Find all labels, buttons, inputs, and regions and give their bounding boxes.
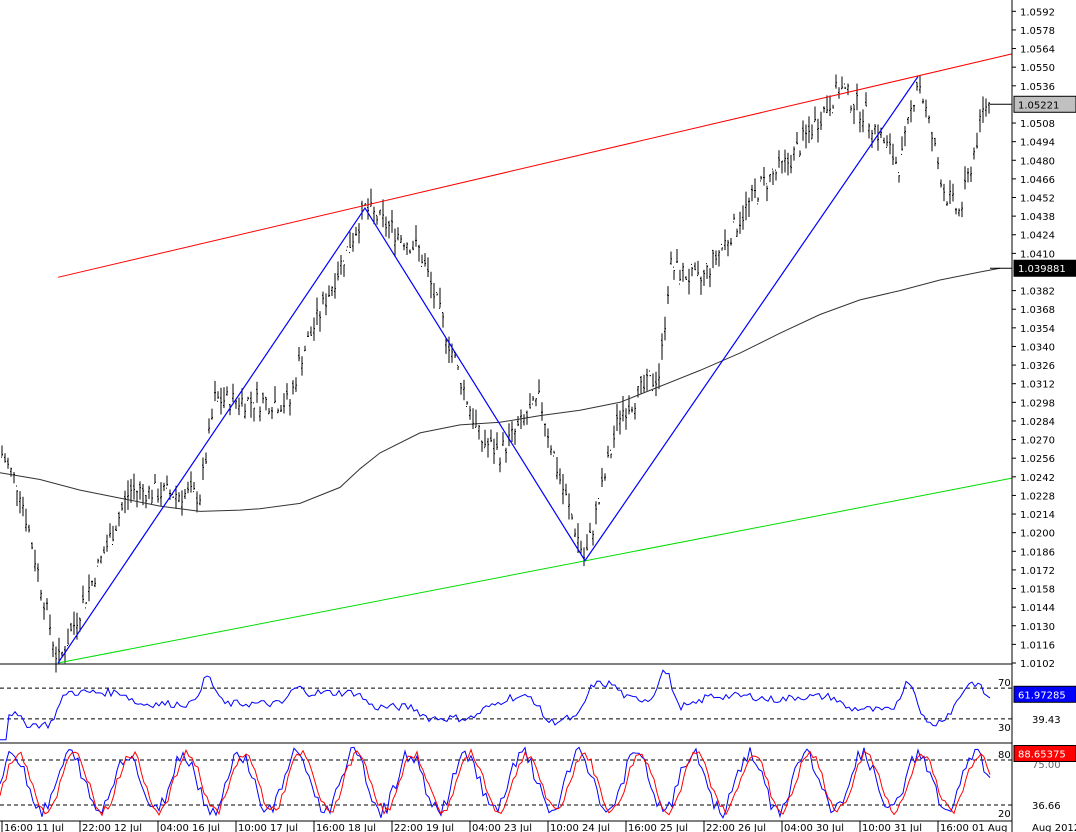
ma-value-label: 1.039881 — [1018, 264, 1066, 275]
price-tick-label: 1.0564 — [1020, 45, 1055, 56]
price-tick-label: 1.0200 — [1020, 529, 1055, 540]
level-label: 70 — [998, 678, 1011, 689]
stochastic-panel: 80 20 75.00 36.66 88.65375 — [0, 745, 1076, 820]
current-value-label: 61.97285 — [1018, 690, 1066, 701]
price-tick-label: 1.0466 — [1020, 175, 1055, 186]
time-tick-label: 16:00 18 Jul — [316, 823, 376, 832]
level-label: 30 — [998, 723, 1011, 734]
current-value-box — [1013, 685, 1076, 703]
current-value-box — [1013, 745, 1076, 763]
time-tick-label: 10:00 24 Jul — [550, 823, 610, 832]
time-tick-label: 10:00 17 Jul — [238, 823, 298, 832]
current-price-label-box — [1013, 95, 1076, 113]
price-tick-label: 1.0438 — [1020, 212, 1055, 223]
price-tick-label: 1.0158 — [1020, 585, 1055, 596]
price-tick-label: 1.0536 — [1020, 82, 1055, 93]
stochastic-d-line — [0, 748, 991, 817]
price-tick-label: 1.0270 — [1020, 436, 1055, 447]
price-tick-label: 1.0228 — [1020, 491, 1055, 502]
price-tick-label: 1.0354 — [1020, 324, 1055, 335]
time-tick-label: 22:00 12 Jul — [82, 823, 142, 832]
time-tick-label: 22:00 26 Jul — [706, 823, 766, 832]
time-tick-label: 04:00 23 Jul — [472, 823, 532, 832]
price-tick-label: 1.0172 — [1020, 566, 1055, 577]
price-tick-label: 1.0368 — [1020, 305, 1055, 316]
price-tick-label: 1.0298 — [1020, 398, 1055, 409]
price-tick-label: 1.0480 — [1020, 156, 1055, 167]
moving-average-line — [0, 267, 1001, 512]
time-tick-label: 04:00 30 Jul — [784, 823, 844, 832]
time-tick-label: 04:00 16 Jul — [160, 823, 220, 832]
price-tick-label: 1.0144 — [1020, 603, 1055, 614]
price-tick-label: 1.0256 — [1020, 454, 1055, 465]
price-tick-label: 1.0284 — [1020, 417, 1055, 428]
lower-channel-line — [57, 477, 1013, 664]
price-tick-label: 1.0410 — [1020, 249, 1055, 260]
price-tick-label: 1.0508 — [1020, 119, 1055, 130]
side-value: 36.66 — [1032, 801, 1061, 812]
current-value-label: 88.65375 — [1018, 750, 1066, 761]
time-tick-label: 10:00 31 Jul — [862, 823, 922, 832]
price-tick-label: 1.0424 — [1020, 231, 1055, 242]
side-value: 75.00 — [1032, 760, 1061, 771]
price-tick-label: 1.0214 — [1020, 510, 1055, 521]
time-tick-label: 22:00 19 Jul — [394, 823, 454, 832]
price-panel — [0, 53, 1013, 673]
price-tick-label: 1.0494 — [1020, 138, 1055, 149]
time-end-label: Aug 2012 — [1032, 823, 1076, 832]
price-tick-label: 1.0326 — [1020, 361, 1055, 372]
price-tick-label: 1.0116 — [1020, 640, 1055, 651]
rsi-line — [0, 669, 991, 741]
time-tick-label: 16:00 11 Jul — [4, 823, 64, 832]
price-tick-label: 1.0340 — [1020, 342, 1055, 353]
price-tick-label: 1.0186 — [1020, 547, 1055, 558]
price-tick-label: 1.0102 — [1020, 659, 1055, 670]
upper-channel-line — [57, 53, 1013, 278]
price-tick-label: 1.0382 — [1020, 287, 1055, 298]
ma-value-label-box — [1013, 259, 1076, 277]
current-price-label: 1.05221 — [1018, 100, 1059, 111]
side-value: 39.43 — [1032, 715, 1061, 726]
zigzag-line — [57, 76, 919, 664]
level-label: 80 — [998, 750, 1011, 761]
level-label: 20 — [998, 809, 1011, 820]
price-tick-label: 1.0578 — [1020, 26, 1055, 37]
price-tick-label: 1.0312 — [1020, 380, 1055, 391]
price-tick-label: 1.0242 — [1020, 473, 1055, 484]
time-tick-label: 16:00 25 Jul — [628, 823, 688, 832]
price-tick-label: 1.0130 — [1020, 622, 1055, 633]
price-tick-label: 1.0452 — [1020, 194, 1055, 205]
price-tick-label: 1.0550 — [1020, 63, 1055, 74]
time-tick-label: 16:00 01 Aug — [940, 823, 1007, 832]
price-tick-label: 1.0592 — [1020, 7, 1055, 18]
